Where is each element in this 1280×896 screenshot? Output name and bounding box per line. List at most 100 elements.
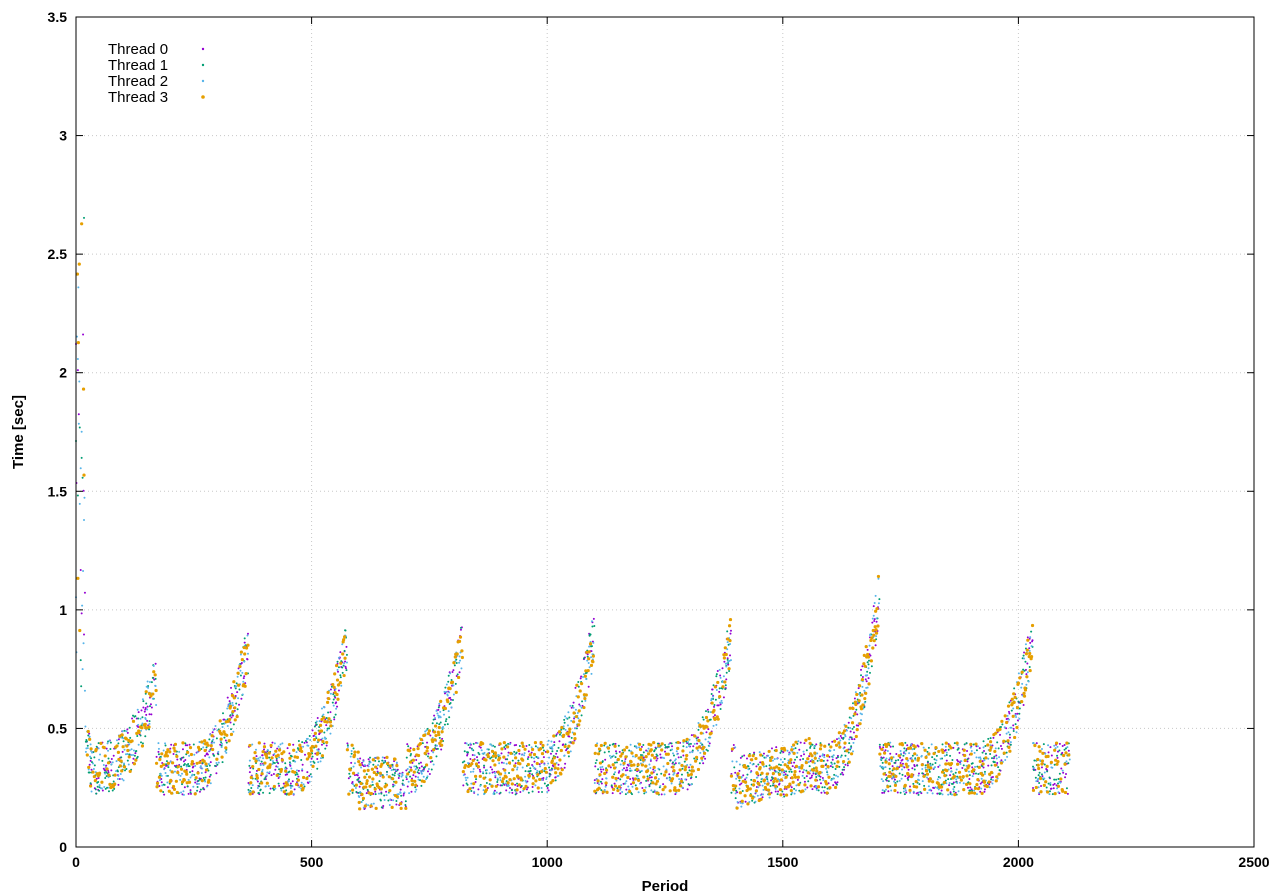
data-point xyxy=(212,738,215,741)
data-point xyxy=(587,661,590,664)
data-point xyxy=(248,792,252,796)
data-point xyxy=(897,758,900,761)
data-point xyxy=(968,774,971,777)
data-point xyxy=(472,782,476,786)
data-point xyxy=(586,668,590,673)
data-point xyxy=(320,754,325,758)
data-point xyxy=(273,762,276,765)
data-point xyxy=(973,751,976,754)
data-point xyxy=(504,775,508,779)
data-point xyxy=(601,765,604,768)
data-point xyxy=(614,750,617,753)
data-point xyxy=(834,743,839,747)
data-point xyxy=(267,751,271,755)
data-point xyxy=(1032,742,1035,745)
data-point xyxy=(437,725,441,730)
data-point xyxy=(88,735,91,738)
data-point xyxy=(522,787,526,791)
data-point xyxy=(766,778,769,781)
data-point xyxy=(605,790,609,794)
data-point xyxy=(831,763,834,766)
data-point xyxy=(1063,790,1068,795)
data-point xyxy=(341,671,344,674)
data-point xyxy=(276,753,280,757)
data-point xyxy=(456,673,459,676)
y-tick-label: 2 xyxy=(59,365,67,381)
data-point xyxy=(603,744,606,747)
data-point xyxy=(750,758,754,762)
data-point xyxy=(901,768,904,771)
data-point xyxy=(395,795,399,799)
data-point xyxy=(538,777,542,782)
data-point xyxy=(116,777,119,780)
data-point xyxy=(1027,654,1031,659)
data-point xyxy=(79,659,82,662)
data-point xyxy=(878,743,881,746)
data-point xyxy=(551,750,554,753)
data-point xyxy=(768,796,771,799)
data-point xyxy=(331,701,334,704)
data-point xyxy=(855,728,859,732)
data-point xyxy=(793,792,796,795)
data-point xyxy=(1021,682,1024,685)
data-point xyxy=(447,674,450,677)
data-point xyxy=(811,758,814,761)
data-point xyxy=(172,746,176,750)
data-point xyxy=(404,800,407,803)
data-point xyxy=(89,782,92,785)
data-point xyxy=(611,775,615,779)
data-point xyxy=(666,752,670,756)
data-point xyxy=(414,783,418,787)
data-point xyxy=(1023,688,1028,692)
data-point xyxy=(891,765,894,768)
data-point xyxy=(740,782,743,785)
data-point xyxy=(688,744,691,747)
data-point xyxy=(631,793,634,796)
data-point xyxy=(966,749,969,752)
data-point xyxy=(310,763,313,766)
data-point xyxy=(721,667,724,670)
data-point xyxy=(184,742,187,745)
data-point xyxy=(136,755,139,758)
data-point xyxy=(568,716,571,719)
data-point xyxy=(791,791,794,794)
data-point xyxy=(158,785,161,788)
data-point xyxy=(906,744,909,747)
data-point xyxy=(105,764,108,767)
data-point xyxy=(201,767,204,770)
data-point xyxy=(715,675,718,678)
data-point xyxy=(452,684,455,687)
data-point xyxy=(461,761,464,764)
data-point xyxy=(662,783,665,786)
data-point xyxy=(259,788,262,791)
data-point xyxy=(815,769,819,773)
data-point xyxy=(136,708,139,711)
data-point xyxy=(115,744,119,748)
data-point xyxy=(706,708,709,711)
data-point xyxy=(680,756,683,759)
data-point xyxy=(320,743,323,746)
data-point xyxy=(415,788,418,791)
data-point xyxy=(162,763,166,767)
data-point xyxy=(963,753,967,758)
data-point xyxy=(1030,630,1033,633)
data-point xyxy=(722,653,726,657)
data-point xyxy=(836,756,839,759)
data-point xyxy=(123,729,126,732)
data-point xyxy=(455,661,458,664)
data-points xyxy=(75,216,1071,811)
data-point xyxy=(829,749,832,752)
data-point xyxy=(791,780,795,784)
data-point xyxy=(342,673,346,678)
data-point xyxy=(574,708,577,711)
data-point xyxy=(956,775,959,778)
data-point xyxy=(981,762,985,766)
data-point xyxy=(130,753,133,756)
data-point xyxy=(521,744,525,749)
data-point xyxy=(1028,666,1031,669)
data-point xyxy=(160,752,164,756)
data-point xyxy=(1058,749,1061,752)
legend-marker xyxy=(201,47,205,51)
data-point xyxy=(1012,707,1015,710)
data-point xyxy=(713,685,718,689)
